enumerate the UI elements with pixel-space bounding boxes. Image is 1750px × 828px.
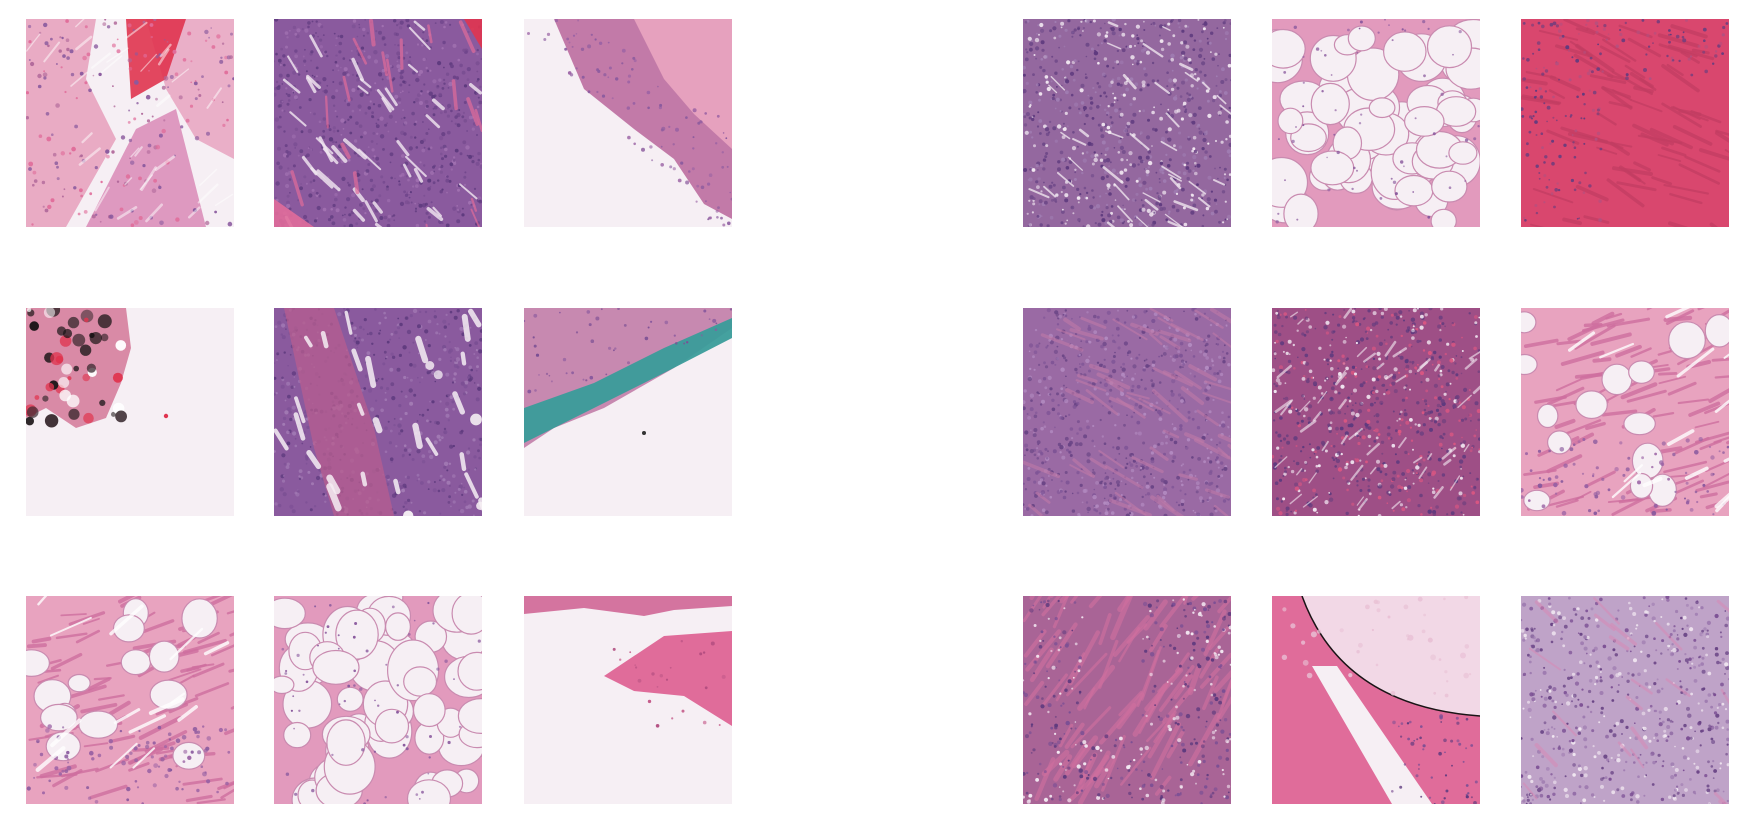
patch-l-r3c3-image <box>524 596 732 804</box>
patch-r-r1c2-image <box>1272 19 1480 227</box>
patch-r-r1c1-image <box>1023 19 1231 227</box>
patch-l-r1c2 <box>274 19 482 227</box>
patch-l-r1c1 <box>26 19 234 227</box>
patch-r-r2c1 <box>1023 308 1231 516</box>
patch-l-r1c1-image <box>26 19 234 227</box>
patch-l-r2c3 <box>524 308 732 516</box>
patch-r-r2c3 <box>1521 308 1729 516</box>
patch-l-r3c2 <box>274 596 482 804</box>
patch-r-r2c3-image <box>1521 308 1729 516</box>
patch-l-r2c2-image <box>274 308 482 516</box>
patch-l-r2c3-image <box>524 308 732 516</box>
patch-l-r1c2-image <box>274 19 482 227</box>
patch-l-r3c1 <box>26 596 234 804</box>
patch-l-r3c2-image <box>274 596 482 804</box>
patch-r-r3c2-image <box>1272 596 1480 804</box>
patch-r-r2c2-image <box>1272 308 1480 516</box>
patch-l-r2c2 <box>274 308 482 516</box>
patch-r-r3c1 <box>1023 596 1231 804</box>
patch-l-r2c1-image <box>26 308 234 516</box>
patch-r-r3c2 <box>1272 596 1480 804</box>
patch-r-r1c3-image <box>1521 19 1729 227</box>
patch-l-r1c3-image <box>524 19 732 227</box>
patch-r-r2c1-image <box>1023 308 1231 516</box>
patch-r-r2c2 <box>1272 308 1480 516</box>
patch-l-r3c3 <box>524 596 732 804</box>
patch-l-r2c1 <box>26 308 234 516</box>
patch-r-r3c1-image <box>1023 596 1231 804</box>
patch-r-r1c2 <box>1272 19 1480 227</box>
patch-r-r1c1 <box>1023 19 1231 227</box>
patch-l-r3c1-image <box>26 596 234 804</box>
patch-r-r3c3-image <box>1521 596 1729 804</box>
patch-r-r1c3 <box>1521 19 1729 227</box>
patch-l-r1c3 <box>524 19 732 227</box>
patch-r-r3c3 <box>1521 596 1729 804</box>
